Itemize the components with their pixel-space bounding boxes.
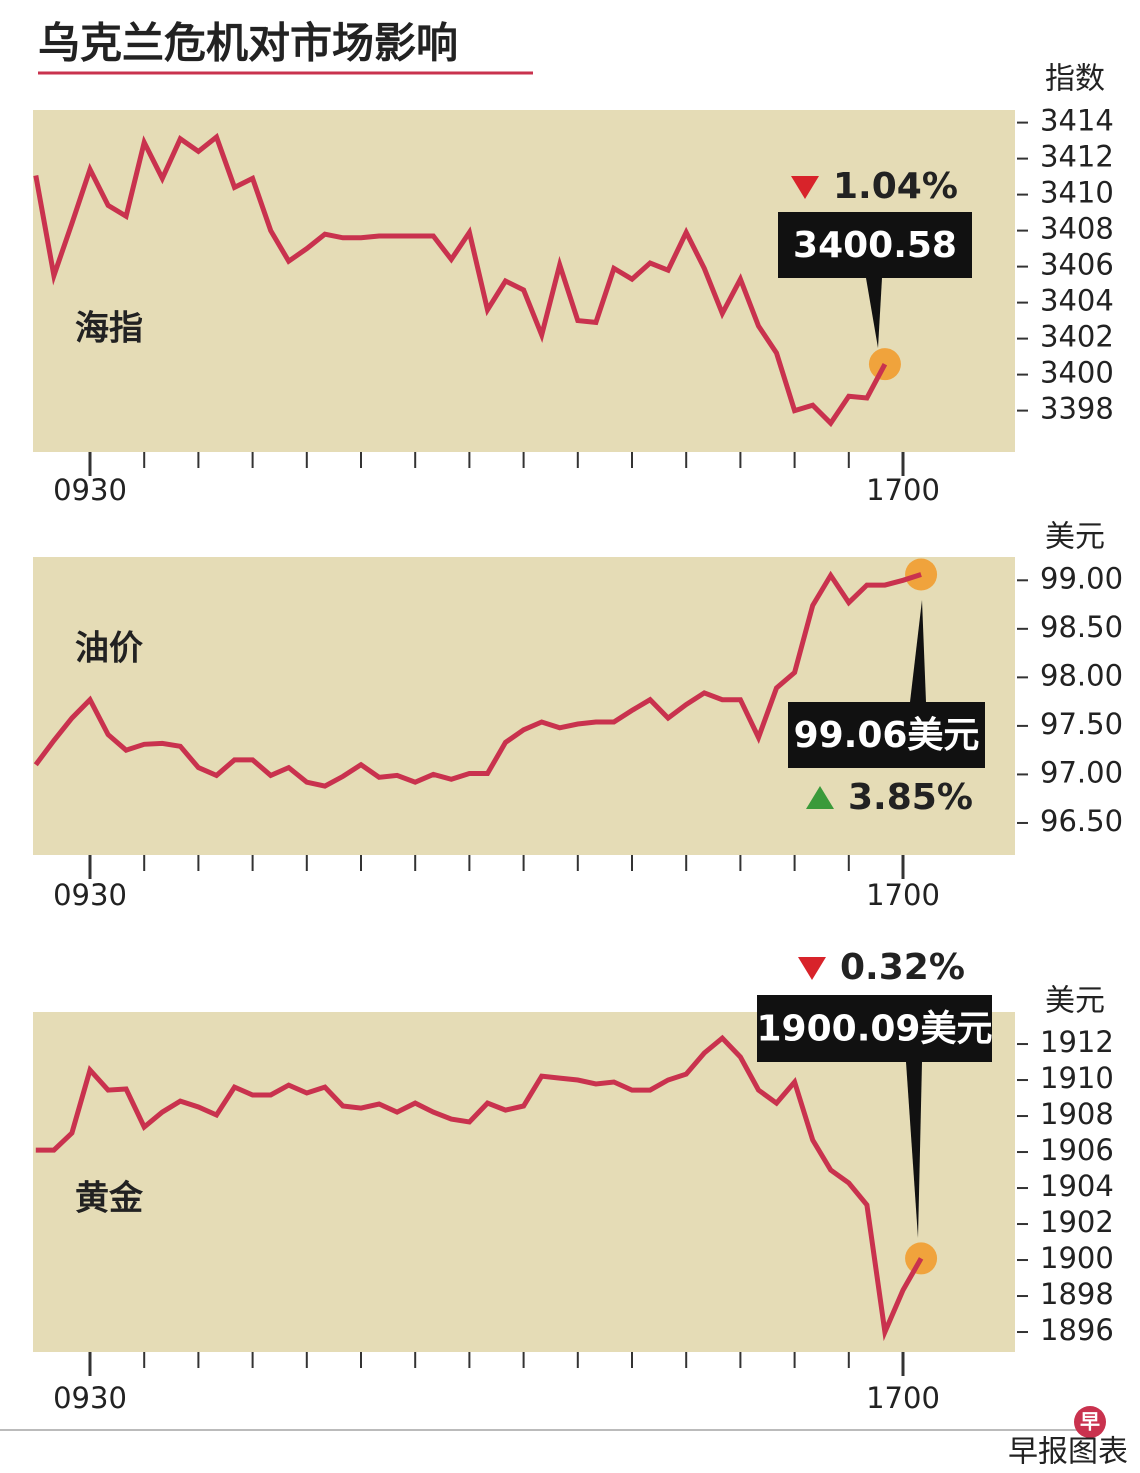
unit-label: 指数 <box>1045 62 1105 97</box>
page-title: 乌克兰危机对市场影响 <box>38 19 458 68</box>
y-tick-label: 3402 <box>1040 320 1114 354</box>
y-tick-label: 3410 <box>1040 176 1114 210</box>
callout-box <box>778 212 972 278</box>
y-tick-label: 3412 <box>1040 140 1114 174</box>
series-line <box>33 132 888 428</box>
y-tick-label: 3408 <box>1040 212 1114 246</box>
x-tick-label: 1700 <box>866 473 940 507</box>
callout-pointer <box>910 600 926 702</box>
series-label: 黄金 <box>75 1179 144 1219</box>
y-tick-label: 3404 <box>1040 284 1114 318</box>
series-label: 油价 <box>75 629 143 669</box>
change-label: 3.85% <box>848 777 973 818</box>
value-label: 1900.09美元 <box>757 1009 993 1050</box>
y-tick-label: 97.50 <box>1040 707 1123 741</box>
y-tick-label: 1900 <box>1040 1241 1114 1275</box>
y-tick-label: 1912 <box>1040 1025 1114 1059</box>
y-tick-label: 99.00 <box>1040 561 1123 595</box>
y-tick-label: 3400 <box>1040 356 1114 390</box>
y-tick-label: 98.50 <box>1040 610 1123 644</box>
y-tick-label: 3414 <box>1040 104 1114 138</box>
callout-box <box>757 995 992 1062</box>
y-tick-label: 97.00 <box>1040 755 1123 789</box>
end-marker <box>868 348 901 381</box>
source: 早报图表 <box>1008 1435 1128 1470</box>
change-label: 0.32% <box>840 947 965 988</box>
value-label: 3400.58 <box>793 225 957 266</box>
callout-box <box>788 702 985 768</box>
x-tick-label: 1700 <box>866 1381 940 1415</box>
x-tick-label: 0930 <box>53 878 127 912</box>
series-line <box>33 570 922 789</box>
x-tick-label: 1700 <box>866 878 940 912</box>
y-tick-label: 1896 <box>1040 1313 1114 1347</box>
y-tick-label: 3398 <box>1040 392 1114 426</box>
change-arrow <box>806 786 834 809</box>
y-tick-label: 1908 <box>1040 1097 1114 1131</box>
y-tick-label: 1906 <box>1040 1133 1114 1167</box>
value-label: 99.06美元 <box>794 715 980 756</box>
y-tick-label: 1910 <box>1040 1061 1114 1095</box>
series-label: 海指 <box>75 309 143 349</box>
series-line <box>35 1034 924 1342</box>
x-tick-label: 0930 <box>53 1381 127 1415</box>
unit-label: 美元 <box>1045 984 1105 1019</box>
y-tick-label: 1904 <box>1040 1169 1114 1203</box>
callout-pointer <box>906 1062 922 1238</box>
x-tick-label: 0930 <box>53 473 127 507</box>
callout-pointer <box>866 278 882 348</box>
y-tick-label: 1902 <box>1040 1205 1114 1239</box>
y-tick-label: 98.00 <box>1040 658 1123 692</box>
change-arrow <box>791 176 819 199</box>
y-tick-label: 1898 <box>1040 1277 1114 1311</box>
plot-area <box>33 1012 1015 1352</box>
change-label: 1.04% <box>833 166 958 207</box>
logo-badge <box>1074 1406 1106 1438</box>
logo: 早 <box>1080 1410 1100 1434</box>
unit-label: 美元 <box>1045 520 1105 555</box>
y-tick-label: 3406 <box>1040 248 1114 282</box>
change-arrow <box>798 957 826 980</box>
y-tick-label: 96.50 <box>1040 804 1123 838</box>
